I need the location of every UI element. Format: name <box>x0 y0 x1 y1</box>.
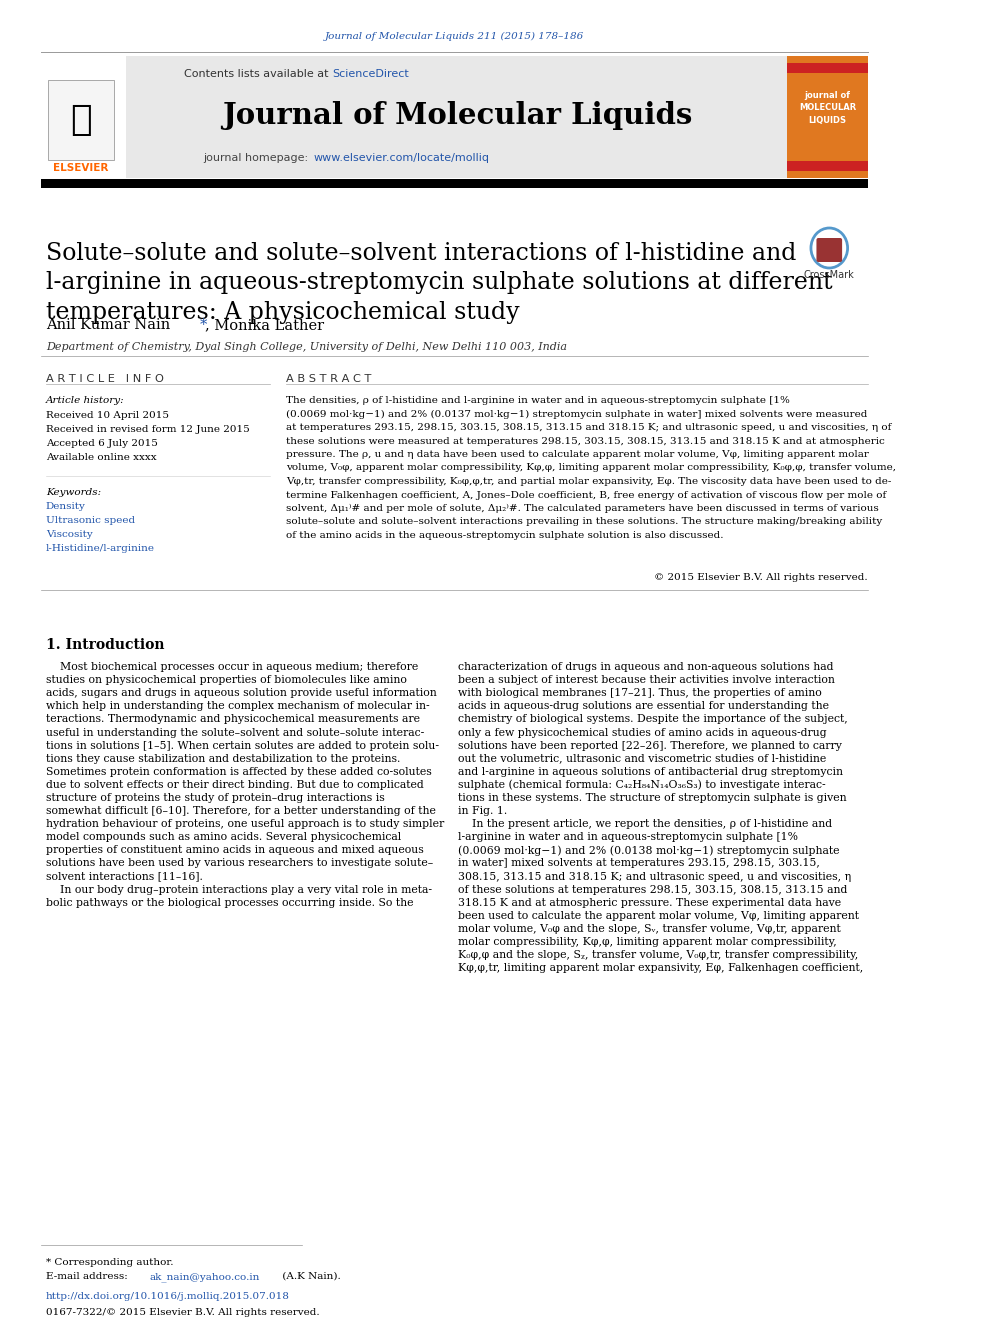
Text: structure of proteins the study of protein–drug interactions is: structure of proteins the study of prote… <box>46 792 385 803</box>
Text: and l-arginine in aqueous solutions of antibacterial drug streptomycin: and l-arginine in aqueous solutions of a… <box>458 767 843 777</box>
Text: In our body drug–protein interactions play a very vital role in meta-: In our body drug–protein interactions pl… <box>46 885 432 894</box>
Text: journal homepage:: journal homepage: <box>203 153 311 163</box>
Text: tions they cause stabilization and destabilization to the proteins.: tions they cause stabilization and desta… <box>46 754 400 763</box>
Text: ScienceDirect: ScienceDirect <box>332 69 410 79</box>
Text: molar compressibility, Kφ,φ, limiting apparent molar compressibility,: molar compressibility, Kφ,φ, limiting ap… <box>458 937 837 947</box>
Text: in Fig. 1.: in Fig. 1. <box>458 806 508 816</box>
Text: A R T I C L E   I N F O: A R T I C L E I N F O <box>46 374 164 384</box>
Text: Ultrasonic speed: Ultrasonic speed <box>46 516 135 525</box>
Text: www.elsevier.com/locate/molliq: www.elsevier.com/locate/molliq <box>313 153 489 163</box>
Text: tions in solutions [1–5]. When certain solutes are added to protein solu-: tions in solutions [1–5]. When certain s… <box>46 741 438 750</box>
Text: Keywords:: Keywords: <box>46 488 101 497</box>
Text: characterization of drugs in aqueous and non-aqueous solutions had: characterization of drugs in aqueous and… <box>458 662 833 672</box>
Text: , Monika Lather: , Monika Lather <box>205 318 324 332</box>
Text: chemistry of biological systems. Despite the importance of the subject,: chemistry of biological systems. Despite… <box>458 714 848 725</box>
Text: volume, V₀φ, apparent molar compressibility, Kφ,φ, limiting apparent molar compr: volume, V₀φ, apparent molar compressibil… <box>286 463 896 472</box>
Text: due to solvent effects or their direct binding. But due to complicated: due to solvent effects or their direct b… <box>46 779 424 790</box>
Text: * Corresponding author.: * Corresponding author. <box>46 1258 174 1267</box>
Text: In the present article, we report the densities, ρ of l-histidine and: In the present article, we report the de… <box>458 819 832 830</box>
Text: Department of Chemistry, Dyal Singh College, University of Delhi, New Delhi 110 : Department of Chemistry, Dyal Singh Coll… <box>46 343 566 352</box>
Text: solvent, Δμ₁⁾# and per mole of solute, Δμ₂⁾#. The calculated parameters have bee: solvent, Δμ₁⁾# and per mole of solute, Δ… <box>286 504 879 513</box>
Text: Received 10 April 2015: Received 10 April 2015 <box>46 411 169 419</box>
Text: Most biochemical processes occur in aqueous medium; therefore: Most biochemical processes occur in aque… <box>46 662 418 672</box>
Text: somewhat difficult [6–10]. Therefore, for a better understanding of the: somewhat difficult [6–10]. Therefore, fo… <box>46 806 435 816</box>
Text: 308.15, 313.15 and 318.15 K; and ultrasonic speed, u and viscosities, η: 308.15, 313.15 and 318.15 K; and ultraso… <box>458 872 851 881</box>
Text: Accepted 6 July 2015: Accepted 6 July 2015 <box>46 439 158 448</box>
Text: solutions have been used by various researchers to investigate solute–: solutions have been used by various rese… <box>46 859 434 868</box>
Text: useful in understanding the solute–solvent and solute–solute interac-: useful in understanding the solute–solve… <box>46 728 424 737</box>
Text: Sometimes protein conformation is affected by these added co-solutes: Sometimes protein conformation is affect… <box>46 767 432 777</box>
Text: K₀φ,φ and the slope, Sᵪ, transfer volume, V₀φ,tr, transfer compressibility,: K₀φ,φ and the slope, Sᵪ, transfer volume… <box>458 950 858 960</box>
Text: © 2015 Elsevier B.V. All rights reserved.: © 2015 Elsevier B.V. All rights reserved… <box>654 573 868 582</box>
Text: molar volume, V₀φ and the slope, Sᵥ, transfer volume, Vφ,tr, apparent: molar volume, V₀φ and the slope, Sᵥ, tra… <box>458 923 841 934</box>
Text: Available online xxxx: Available online xxxx <box>46 452 157 462</box>
Text: http://dx.doi.org/10.1016/j.molliq.2015.07.018: http://dx.doi.org/10.1016/j.molliq.2015.… <box>46 1293 290 1301</box>
Text: Contents lists available at: Contents lists available at <box>184 69 331 79</box>
Text: hydration behaviour of proteins, one useful approach is to study simpler: hydration behaviour of proteins, one use… <box>46 819 444 830</box>
Text: 1. Introduction: 1. Introduction <box>46 638 165 652</box>
Text: Journal of Molecular Liquids: Journal of Molecular Liquids <box>222 101 692 130</box>
Text: which help in understanding the complex mechanism of molecular in-: which help in understanding the complex … <box>46 701 430 712</box>
FancyBboxPatch shape <box>816 238 842 262</box>
Text: pressure. The ρ, u and η data have been used to calculate apparent molar volume,: pressure. The ρ, u and η data have been … <box>286 450 869 459</box>
Text: 318.15 K and at atmospheric pressure. These experimental data have: 318.15 K and at atmospheric pressure. Th… <box>458 898 841 908</box>
Text: properties of constituent amino acids in aqueous and mixed aqueous: properties of constituent amino acids in… <box>46 845 424 856</box>
Text: termine Falkenhagen coefficient, A, Jones–Dole coefficient, B, free energy of ac: termine Falkenhagen coefficient, A, Jone… <box>286 491 886 500</box>
Text: l-arginine in water and in aqueous-streptomycin sulphate [1%: l-arginine in water and in aqueous-strep… <box>458 832 799 843</box>
Text: E-mail address:: E-mail address: <box>46 1271 131 1281</box>
Text: out the volumetric, ultrasonic and viscometric studies of l-histidine: out the volumetric, ultrasonic and visco… <box>458 754 826 763</box>
Text: Kφ,φ,tr, limiting apparent molar expansivity, Eφ, Falkenhagen coefficient,: Kφ,φ,tr, limiting apparent molar expansi… <box>458 963 863 974</box>
FancyBboxPatch shape <box>787 161 868 171</box>
Text: *: * <box>199 318 207 332</box>
Text: Article history:: Article history: <box>46 396 124 405</box>
Text: (0.0069 mol·kg−1) and 2% (0.0137 mol·kg−1) streptomycin sulphate in water] mixed: (0.0069 mol·kg−1) and 2% (0.0137 mol·kg−… <box>286 410 867 418</box>
Text: Density: Density <box>46 501 85 511</box>
FancyBboxPatch shape <box>42 179 868 188</box>
Text: 0167-7322/© 2015 Elsevier B.V. All rights reserved.: 0167-7322/© 2015 Elsevier B.V. All right… <box>46 1308 319 1316</box>
Text: Received in revised form 12 June 2015: Received in revised form 12 June 2015 <box>46 425 250 434</box>
Text: at temperatures 293.15, 298.15, 303.15, 308.15, 313.15 and 318.15 K; and ultraso: at temperatures 293.15, 298.15, 303.15, … <box>286 423 891 433</box>
FancyBboxPatch shape <box>787 56 868 179</box>
Text: tions in these systems. The structure of streptomycin sulphate is given: tions in these systems. The structure of… <box>458 792 847 803</box>
Text: of these solutions at temperatures 298.15, 303.15, 308.15, 313.15 and: of these solutions at temperatures 298.1… <box>458 885 847 894</box>
Text: sulphate (chemical formula: C₄₂H₈₄N₁₄O₃₆S₃) to investigate interac-: sulphate (chemical formula: C₄₂H₈₄N₁₄O₃₆… <box>458 779 825 790</box>
Text: (0.0069 mol·kg−1) and 2% (0.0138 mol·kg−1) streptomycin sulphate: (0.0069 mol·kg−1) and 2% (0.0138 mol·kg−… <box>458 845 839 856</box>
Text: with biological membranes [17–21]. Thus, the properties of amino: with biological membranes [17–21]. Thus,… <box>458 688 822 699</box>
Text: Viscosity: Viscosity <box>46 531 92 538</box>
Text: 🌲: 🌲 <box>69 103 91 138</box>
Text: CrossMark: CrossMark <box>804 270 855 280</box>
Text: bolic pathways or the biological processes occurring inside. So the: bolic pathways or the biological process… <box>46 898 414 908</box>
Text: these solutions were measured at temperatures 298.15, 303.15, 308.15, 313.15 and: these solutions were measured at tempera… <box>286 437 885 446</box>
Text: journal of
MOLECULAR
LIQUIDS: journal of MOLECULAR LIQUIDS <box>799 91 856 124</box>
Text: Journal of Molecular Liquids 211 (2015) 178–186: Journal of Molecular Liquids 211 (2015) … <box>324 32 584 41</box>
Text: A B S T R A C T: A B S T R A C T <box>286 374 371 384</box>
Text: acids in aqueous-drug solutions are essential for understanding the: acids in aqueous-drug solutions are esse… <box>458 701 829 712</box>
Text: ak_nain@yahoo.co.in: ak_nain@yahoo.co.in <box>150 1271 260 1282</box>
Text: (A.K Nain).: (A.K Nain). <box>280 1271 341 1281</box>
Text: in water] mixed solvents at temperatures 293.15, 298.15, 303.15,: in water] mixed solvents at temperatures… <box>458 859 820 868</box>
FancyBboxPatch shape <box>42 56 126 179</box>
FancyBboxPatch shape <box>126 56 787 179</box>
FancyBboxPatch shape <box>48 79 114 160</box>
Text: of the amino acids in the aqueous-streptomycin sulphate solution is also discuss: of the amino acids in the aqueous-strept… <box>286 531 723 540</box>
Text: solutions have been reported [22–26]. Therefore, we planned to carry: solutions have been reported [22–26]. Th… <box>458 741 842 750</box>
Text: solute–solute and solute–solvent interactions prevailing in these solutions. The: solute–solute and solute–solvent interac… <box>286 517 882 527</box>
Text: been a subject of interest because their activities involve interaction: been a subject of interest because their… <box>458 675 835 685</box>
Text: acids, sugars and drugs in aqueous solution provide useful information: acids, sugars and drugs in aqueous solut… <box>46 688 436 699</box>
Text: solvent interactions [11–16].: solvent interactions [11–16]. <box>46 872 202 881</box>
Text: model compounds such as amino acids. Several physicochemical: model compounds such as amino acids. Sev… <box>46 832 401 843</box>
Text: studies on physicochemical properties of biomolecules like amino: studies on physicochemical properties of… <box>46 675 407 685</box>
Text: been used to calculate the apparent molar volume, Vφ, limiting apparent: been used to calculate the apparent mola… <box>458 912 859 921</box>
Text: l-Histidine/l-arginine: l-Histidine/l-arginine <box>46 544 155 553</box>
FancyBboxPatch shape <box>787 64 868 73</box>
Text: Solute–solute and solute–solvent interactions of l-histidine and
l-arginine in a: Solute–solute and solute–solvent interac… <box>46 242 832 324</box>
Text: teractions. Thermodynamic and physicochemical measurements are: teractions. Thermodynamic and physicoche… <box>46 714 420 725</box>
Text: only a few physicochemical studies of amino acids in aqueous-drug: only a few physicochemical studies of am… <box>458 728 826 737</box>
Text: Vφ,tr, transfer compressibility, K₀φ,φ,tr, and partial molar expansivity, Eφ. Th: Vφ,tr, transfer compressibility, K₀φ,φ,t… <box>286 478 891 486</box>
Text: Anil Kumar Nain: Anil Kumar Nain <box>46 318 175 332</box>
Text: The densities, ρ of l-histidine and l-arginine in water and in aqueous-streptomy: The densities, ρ of l-histidine and l-ar… <box>286 396 790 405</box>
Text: ELSEVIER: ELSEVIER <box>53 163 108 173</box>
